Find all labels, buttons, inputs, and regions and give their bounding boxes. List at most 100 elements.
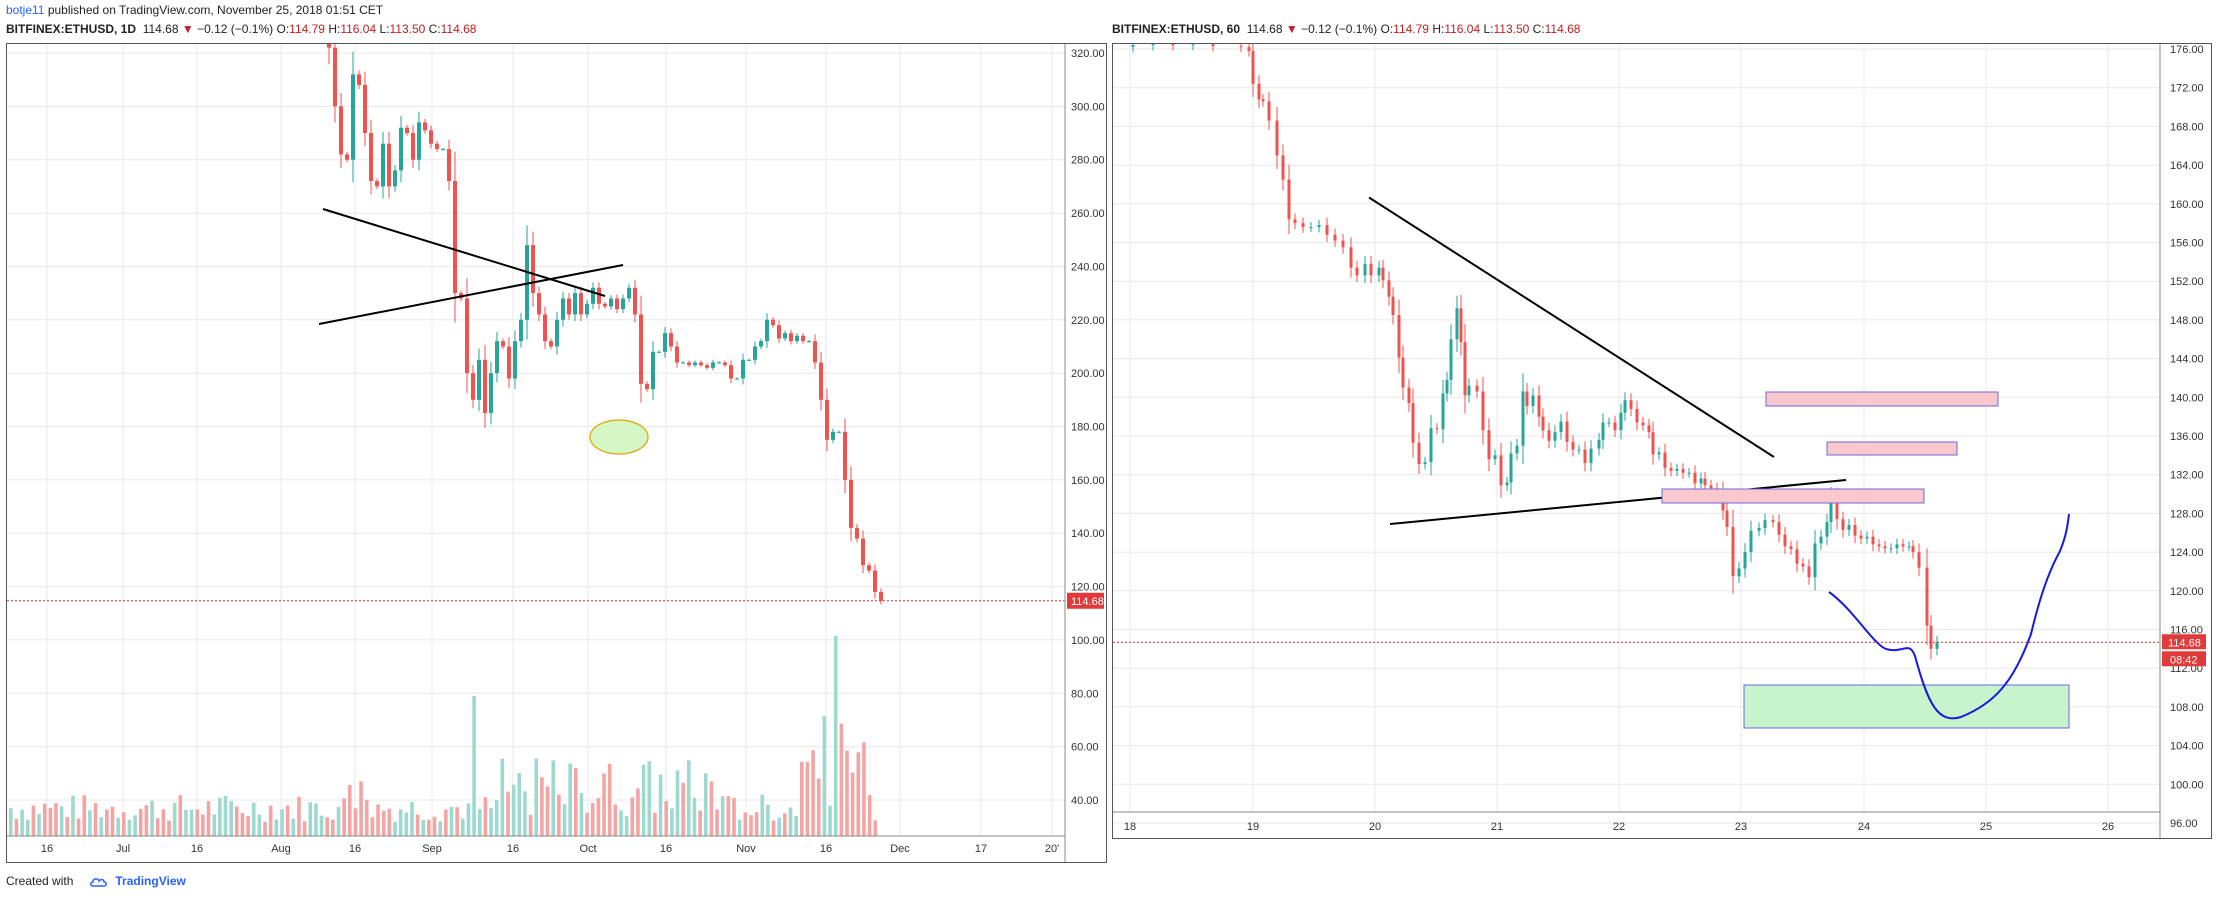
volume-bar bbox=[681, 782, 685, 836]
last-price-label: 114.68 bbox=[2168, 637, 2201, 649]
price-tick-label: 40.00 bbox=[1071, 795, 1099, 807]
left-time-axis[interactable]: 16 Jul 16 Aug 16 Sep 16 Oct 16 Nov 16 Dec 17 20' bbox=[7, 835, 1065, 855]
right-chart-canvas[interactable]: 176.00 172.00 168.00 164.00 160.00 156.00 152.… bbox=[1113, 44, 2211, 838]
candle bbox=[1171, 44, 1175, 46]
volume-bar bbox=[398, 809, 403, 836]
candle bbox=[501, 341, 505, 347]
volume-bar bbox=[828, 805, 832, 836]
price-tick-label: 260.00 bbox=[1071, 208, 1105, 220]
candle bbox=[825, 399, 829, 440]
left-chart-canvas[interactable]: 320.00 300.00 280.00 260.00 240.00 220.00 200.… bbox=[7, 44, 1106, 862]
volume-bar bbox=[449, 806, 454, 836]
volume-bar bbox=[822, 716, 827, 836]
volume-bar bbox=[308, 802, 313, 836]
volume-bar bbox=[122, 812, 126, 836]
time-tick-label: Aug bbox=[271, 843, 291, 855]
left-price-axis[interactable]: 320.00 300.00 280.00 260.00 240.00 220.00 200.… bbox=[1064, 44, 1106, 862]
right-price-axis[interactable]: 176.00 172.00 168.00 164.00 160.00 156.00 152.… bbox=[2159, 44, 2211, 838]
volume-bar bbox=[500, 758, 505, 836]
candle bbox=[471, 373, 475, 400]
price-tick-label: 128.00 bbox=[2170, 508, 2204, 520]
candle bbox=[1813, 543, 1817, 578]
time-tick-label: Jul bbox=[116, 843, 130, 855]
candle bbox=[1381, 267, 1385, 281]
volume-bar bbox=[88, 810, 92, 836]
candle bbox=[1699, 478, 1703, 484]
candle bbox=[1669, 467, 1673, 471]
price-tick-label: 140.00 bbox=[2170, 392, 2204, 404]
time-tick-label: 16 bbox=[349, 843, 361, 855]
price-tick-label: 320.00 bbox=[1071, 48, 1105, 60]
candle bbox=[1537, 395, 1541, 417]
price-tick-label: 300.00 bbox=[1071, 101, 1105, 113]
volume-bar bbox=[42, 803, 47, 836]
candle bbox=[1763, 520, 1767, 528]
volume-bar bbox=[14, 818, 19, 836]
candle bbox=[591, 287, 595, 304]
candle bbox=[1681, 468, 1685, 473]
price-tick-label: 156.00 bbox=[2170, 238, 2204, 250]
candle bbox=[1777, 522, 1781, 535]
volume-bar bbox=[607, 763, 612, 836]
resistance-zone bbox=[1765, 391, 1999, 407]
candle bbox=[1363, 263, 1367, 276]
left-chart-panel[interactable]: 320.00 300.00 280.00 260.00 240.00 220.00 200.… bbox=[6, 43, 1107, 863]
time-tick-label: 23 bbox=[1735, 821, 1747, 833]
volume-bar bbox=[647, 761, 652, 836]
right-close: 114.68 bbox=[1544, 22, 1581, 36]
candle bbox=[693, 362, 697, 366]
volume-bar bbox=[833, 636, 838, 836]
candle bbox=[1853, 525, 1857, 536]
volume-bar bbox=[557, 794, 561, 836]
candle bbox=[621, 298, 625, 310]
countdown-label: 08:42 bbox=[2170, 654, 2198, 666]
volume-bar bbox=[720, 796, 725, 836]
volume-bar bbox=[698, 810, 702, 836]
candle bbox=[477, 359, 481, 400]
candle bbox=[1459, 308, 1463, 343]
volume-bar bbox=[71, 795, 75, 836]
volume-bar bbox=[675, 770, 680, 836]
right-time-axis[interactable]: 18 19 20 21 22 23 24 25 26 bbox=[1113, 811, 2160, 833]
tradingview-link[interactable]: TradingView bbox=[89, 874, 186, 888]
down-arrow-icon: ▼ bbox=[1285, 22, 1298, 36]
price-tick-label: 120.00 bbox=[1071, 582, 1105, 594]
time-tick-label: 17 bbox=[975, 843, 987, 855]
time-tick-label: Sep bbox=[422, 843, 442, 855]
price-tick-label: 176.00 bbox=[2170, 44, 2204, 56]
candle bbox=[549, 341, 553, 347]
volume-bar bbox=[314, 803, 318, 836]
volume-bar bbox=[862, 742, 866, 836]
volume-bar bbox=[48, 808, 53, 836]
volume-bar bbox=[246, 815, 250, 836]
candle bbox=[1525, 391, 1529, 407]
candle bbox=[423, 122, 427, 131]
price-tick-label: 240.00 bbox=[1071, 261, 1105, 273]
candle bbox=[1917, 552, 1921, 568]
author-link[interactable]: botje11 bbox=[6, 3, 45, 17]
volume-bar bbox=[235, 806, 239, 836]
candle bbox=[1877, 544, 1881, 547]
volume-bar bbox=[800, 761, 804, 836]
volume-bar bbox=[534, 758, 539, 836]
candle bbox=[1559, 421, 1563, 433]
volume-bar bbox=[483, 797, 488, 836]
candle bbox=[1883, 546, 1887, 549]
right-drawings[interactable] bbox=[1113, 196, 2160, 729]
candle bbox=[1281, 155, 1285, 180]
candle bbox=[495, 341, 499, 374]
right-h-label: H: bbox=[1432, 22, 1445, 36]
left-drawings[interactable] bbox=[7, 208, 1065, 602]
candle bbox=[1597, 439, 1601, 449]
volume-bar bbox=[195, 809, 200, 836]
candle bbox=[813, 341, 817, 363]
volume-bar bbox=[76, 818, 81, 836]
candle bbox=[1819, 536, 1823, 544]
volume-bar bbox=[692, 797, 697, 836]
price-tick-label: 160.00 bbox=[2170, 199, 2204, 211]
candle bbox=[1583, 449, 1587, 464]
right-chart-panel[interactable]: 176.00 172.00 168.00 164.00 160.00 156.00 152.… bbox=[1112, 43, 2212, 839]
volume-bar bbox=[749, 815, 753, 836]
candle bbox=[1391, 296, 1395, 316]
price-tick-label: 116.00 bbox=[2170, 625, 2203, 637]
